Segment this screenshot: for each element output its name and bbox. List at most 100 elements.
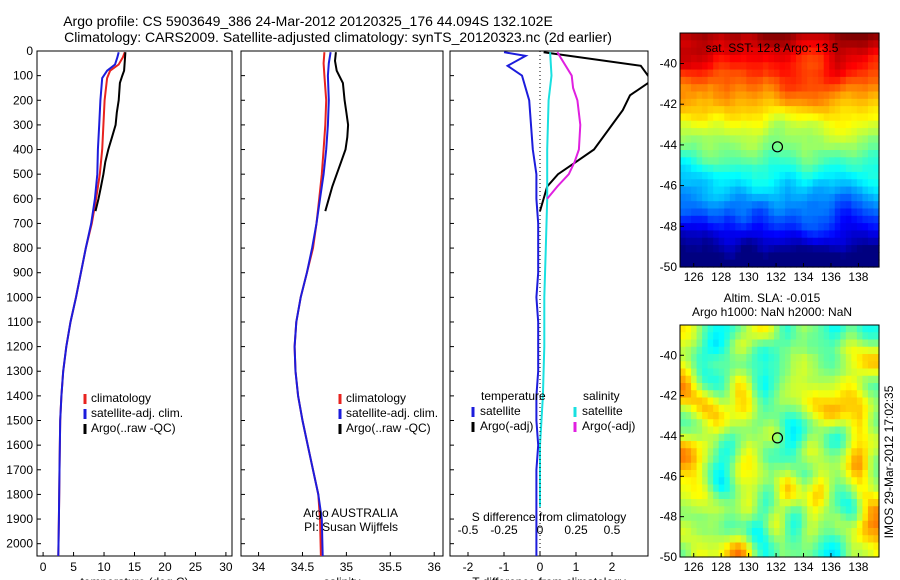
sst-cell	[718, 84, 725, 93]
sst-cell	[818, 47, 825, 56]
sla-cell	[873, 404, 880, 413]
diff-legend-label: satellite	[582, 404, 623, 418]
sst-cell	[818, 113, 825, 122]
sla-cell	[801, 506, 808, 515]
sla-cell	[862, 520, 869, 529]
sla-cell	[845, 441, 852, 449]
sla-cell	[691, 499, 698, 507]
sst-cell	[740, 91, 747, 100]
sla-cell	[796, 499, 803, 507]
sst-cell	[873, 120, 880, 129]
sla-cell	[735, 412, 742, 420]
sst-cell	[856, 106, 864, 115]
sla-cell	[801, 477, 808, 486]
sla-cell	[680, 470, 687, 478]
sst-cell	[785, 106, 792, 115]
sst-cell	[757, 150, 764, 158]
sst-cell	[790, 84, 797, 93]
sla-cell	[691, 397, 698, 406]
sst-cell	[707, 120, 714, 129]
sla-cell	[724, 397, 731, 406]
sst-cell	[796, 252, 803, 261]
sla-cell	[867, 470, 875, 478]
sla-cell	[680, 368, 687, 377]
sst-cell	[812, 33, 819, 41]
sst-cell	[729, 84, 736, 93]
sla-cell	[818, 470, 825, 478]
sla-cell	[851, 491, 858, 500]
sla-cell	[851, 462, 858, 471]
sst-cell	[735, 208, 742, 217]
sla-cell	[823, 332, 830, 341]
sla-cell	[856, 325, 864, 333]
sla-cell	[702, 419, 709, 428]
sla-cell	[729, 506, 736, 515]
sla-cell	[685, 346, 692, 355]
sst-cell	[807, 150, 814, 158]
sla-cell	[685, 412, 692, 420]
sst-cell	[713, 54, 720, 63]
sst-cell	[807, 33, 814, 41]
sla-cell	[834, 528, 841, 536]
sst-cell	[862, 33, 869, 41]
sla-cell	[724, 339, 731, 348]
sst-cell	[735, 98, 742, 107]
sla-cell	[796, 513, 803, 522]
temp-ytick-label: 0	[26, 44, 33, 58]
sla-cell	[685, 390, 692, 399]
diff-xtick-label: 2	[609, 560, 616, 574]
sla-cell	[768, 455, 775, 464]
sla-cell	[680, 397, 687, 406]
sla-cell	[746, 354, 753, 362]
sst-cell	[790, 91, 797, 100]
sst-cell	[680, 208, 687, 217]
sla-cell	[801, 549, 808, 558]
sst-cell	[862, 171, 869, 180]
sla-cell	[680, 361, 687, 370]
sla-cell	[845, 419, 852, 428]
sst-cell	[718, 120, 725, 129]
sst-cell	[735, 142, 742, 151]
sla-cell	[862, 499, 869, 507]
sla-cell	[851, 412, 858, 420]
sst-cell	[790, 201, 797, 210]
sla-cell	[856, 433, 864, 442]
sla-cell	[834, 332, 841, 341]
sst-cell	[702, 245, 709, 253]
sst-cell	[801, 62, 808, 71]
sst-cell	[873, 113, 880, 122]
sst-cell	[773, 259, 781, 268]
sst-cell	[751, 98, 758, 107]
sla-cell	[862, 528, 869, 536]
sla-cell	[773, 419, 781, 428]
sla-cell	[829, 455, 836, 464]
sst-cell	[829, 62, 836, 71]
sst-xtick-label: 134	[794, 270, 814, 284]
sst-cell	[779, 54, 786, 63]
sst-cell	[757, 245, 764, 253]
sla-cell	[707, 426, 714, 435]
sla-cell	[796, 520, 803, 529]
diff-axes-frame	[449, 50, 649, 557]
sla-cell	[851, 513, 858, 522]
sst-cell	[762, 259, 770, 268]
sst-cell	[862, 230, 869, 239]
sst-cell	[801, 157, 808, 166]
sst-cell	[851, 98, 858, 107]
sla-cell	[796, 332, 803, 341]
sla-cell	[796, 390, 803, 399]
sst-cell	[829, 33, 836, 41]
sst-cell	[718, 91, 725, 100]
sla-cell	[735, 535, 742, 544]
sla-cell	[779, 426, 786, 435]
sst-cell	[696, 69, 703, 78]
sst-cell	[773, 179, 781, 188]
sst-cell	[807, 223, 814, 232]
sst-cell	[812, 54, 819, 63]
sst-cell	[724, 186, 731, 195]
sst-xtick-label: 130	[739, 270, 759, 284]
sla-cell	[729, 477, 736, 486]
sla-cell	[757, 404, 764, 413]
sla-cell	[680, 513, 687, 522]
sst-cell	[862, 98, 869, 107]
